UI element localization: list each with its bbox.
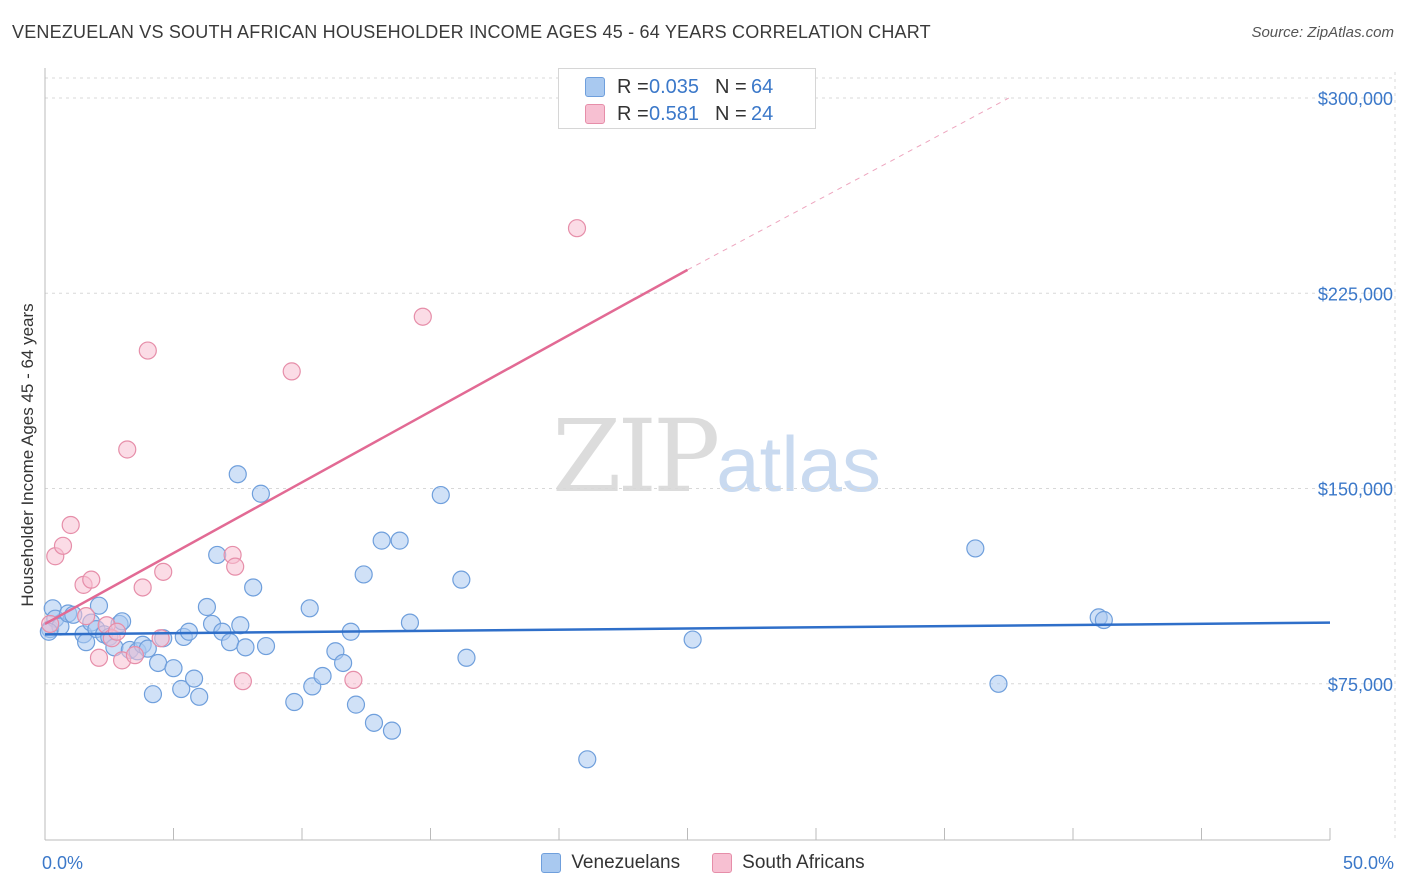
- point-south-africans: [53, 536, 73, 555]
- legend-r-label: R =: [617, 75, 649, 98]
- point-venezuelans: [285, 692, 304, 712]
- series-legend: Venezuelans South Africans: [0, 852, 1406, 874]
- trend-extension-south-africans: [687, 97, 1009, 271]
- point-venezuelans: [300, 599, 319, 618]
- point-south-africans: [61, 515, 80, 535]
- legend-label-south-africans: South Africans: [742, 852, 865, 873]
- x-tick-max: 50.0%: [1342, 853, 1394, 873]
- point-venezuelans: [184, 669, 204, 688]
- watermark-zip: ZIP: [552, 398, 720, 515]
- point-south-africans: [107, 622, 127, 641]
- point-south-africans: [282, 362, 301, 381]
- y-tick-label: $300,000: [1318, 89, 1393, 109]
- point-venezuelans: [190, 687, 209, 706]
- point-venezuelans: [989, 674, 1008, 693]
- point-venezuelans: [89, 596, 109, 615]
- point-venezuelans: [354, 565, 373, 584]
- chart-source: Source: ZipAtlas.com: [1251, 24, 1394, 41]
- point-south-africans: [344, 670, 363, 689]
- point-venezuelans: [346, 695, 366, 714]
- point-venezuelans: [143, 685, 163, 704]
- point-venezuelans: [172, 679, 191, 699]
- correlation-legend: R = 0.035 N = 64 R = 0.581 N = 24: [558, 68, 816, 129]
- point-south-africans: [567, 219, 587, 238]
- point-venezuelans: [220, 633, 240, 652]
- point-south-africans: [413, 307, 432, 326]
- point-venezuelans: [966, 539, 985, 558]
- point-south-africans: [138, 341, 157, 360]
- legend-item-venezuelans[interactable]: Venezuelans: [541, 852, 680, 874]
- point-venezuelans: [382, 721, 402, 740]
- point-south-africans: [226, 557, 245, 576]
- point-venezuelans: [256, 636, 276, 656]
- point-venezuelans: [251, 484, 270, 503]
- point-venezuelans: [578, 750, 597, 769]
- point-venezuelans: [228, 465, 247, 484]
- point-south-africans: [133, 578, 152, 597]
- point-venezuelans: [431, 485, 450, 505]
- legend-swatch-venezuelans: [585, 77, 605, 97]
- y-tick-label: $225,000: [1318, 284, 1393, 304]
- point-venezuelans: [231, 616, 250, 635]
- legend-swatch-south-africans: [585, 104, 605, 124]
- point-south-africans: [125, 646, 145, 665]
- legend-n-value: 24: [751, 102, 774, 125]
- legend-r-label: R =: [617, 102, 649, 125]
- point-venezuelans: [457, 648, 476, 667]
- point-venezuelans: [334, 653, 353, 673]
- point-venezuelans: [148, 653, 168, 673]
- point-south-africans: [77, 607, 96, 626]
- point-south-africans: [118, 440, 137, 459]
- watermark: ZIPatlas: [552, 398, 881, 515]
- point-venezuelans: [390, 531, 409, 550]
- point-venezuelans: [164, 659, 183, 678]
- legend-swatch-venezuelans: [541, 853, 562, 873]
- legend-r-value: 0.035: [649, 75, 700, 98]
- watermark-atlas: atlas: [716, 420, 882, 508]
- chart-title: VENEZUELAN VS SOUTH AFRICAN HOUSEHOLDER …: [12, 22, 931, 42]
- point-south-africans: [233, 672, 252, 691]
- x-tick-min: 0.0%: [42, 853, 84, 873]
- trend-line-venezuelans: [44, 621, 1331, 636]
- legend-label-venezuelans: Venezuelans: [571, 852, 681, 873]
- point-venezuelans: [364, 713, 384, 732]
- legend-row-venezuelans: R = 0.035 N = 64: [585, 74, 773, 100]
- legend-r-value: 0.581: [649, 102, 700, 125]
- point-south-africans: [82, 570, 101, 589]
- y-tick-label: $150,000: [1318, 480, 1393, 500]
- point-venezuelans: [452, 570, 471, 589]
- point-south-africans: [89, 648, 109, 667]
- legend-swatch-south-africans: [712, 853, 733, 873]
- point-venezuelans: [244, 578, 263, 597]
- y-tick-label: $75,000: [1328, 675, 1393, 695]
- legend-n-value: 64: [751, 75, 774, 98]
- point-venezuelans: [400, 613, 420, 632]
- trend-line-south-africans: [44, 268, 689, 626]
- point-venezuelans: [313, 666, 332, 686]
- y-axis-label: Householder Income Ages 45 - 64 years: [18, 303, 37, 607]
- point-venezuelans: [197, 597, 217, 617]
- legend-n-label: N =: [715, 102, 747, 125]
- point-venezuelans: [372, 531, 391, 550]
- legend-item-south-africans[interactable]: South Africans: [712, 852, 865, 874]
- legend-row-south-africans: R = 0.581 N = 24: [585, 101, 773, 127]
- point-venezuelans: [208, 545, 227, 565]
- point-venezuelans: [236, 638, 255, 657]
- legend-n-label: N =: [715, 75, 747, 98]
- point-venezuelans: [683, 630, 702, 649]
- point-south-africans: [154, 562, 173, 581]
